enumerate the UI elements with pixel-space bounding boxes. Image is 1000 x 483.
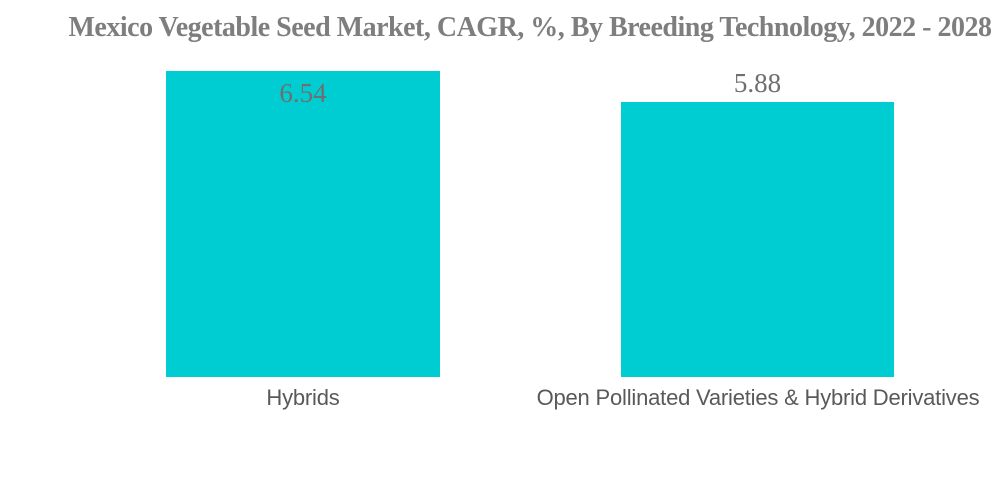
- category-label-open-pollinated: Open Pollinated Varieties & Hybrid Deriv…: [536, 385, 980, 410]
- bar-value-label: 5.88: [733, 68, 782, 98]
- bar-group-open-pollinated: 5.88: [621, 0, 894, 483]
- chart-title: Mexico Vegetable Seed Market, CAGR, %, B…: [68, 12, 993, 43]
- bar-value-label: 6.54: [279, 78, 327, 108]
- bar-hybrids: [166, 71, 440, 377]
- bar-open-pollinated: [621, 102, 894, 377]
- category-label-hybrids: Hybrids: [266, 385, 340, 410]
- bar-group-hybrids: 6.54: [166, 0, 440, 483]
